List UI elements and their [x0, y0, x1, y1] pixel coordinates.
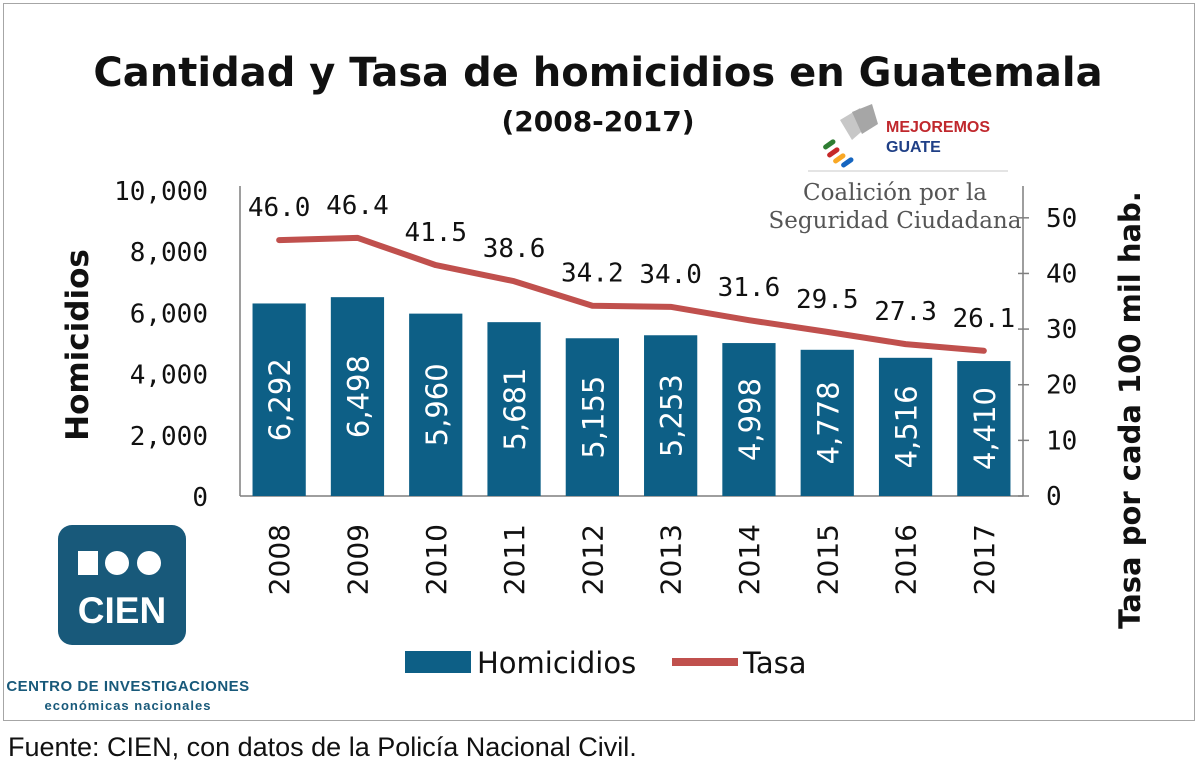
- cien-caption-line1: CENTRO DE INVESTIGACIONES: [6, 678, 249, 695]
- y2-tick-label: 20: [1046, 371, 1077, 401]
- y-tick-label: 0: [192, 483, 208, 513]
- tasa-value-label: 31.6: [718, 273, 781, 303]
- tasa-value-label: 29.5: [796, 285, 859, 315]
- x-tick-label: 2011: [498, 524, 531, 595]
- coalicion-line1: Coalición por la: [803, 180, 987, 206]
- x-tick-label: 2016: [890, 524, 923, 595]
- x-tick-label: 2012: [576, 524, 609, 595]
- tasa-line-series: [276, 234, 987, 354]
- y-tick-label: 4,000: [130, 361, 208, 391]
- x-tick-label: 2008: [263, 524, 296, 595]
- bar-2010: [409, 313, 463, 496]
- chart-title: Cantidad y Tasa de homicidios en Guatema…: [93, 50, 1102, 96]
- bar-2011: [487, 322, 541, 496]
- bar-2009: [330, 297, 385, 496]
- y2-tick-label: 10: [1046, 426, 1077, 456]
- bar-2016: [878, 357, 933, 496]
- bar-value-labels: 6,292 6,498 5,960 5,681 5,155 5,253 4,998 4,778…: [263, 355, 1002, 470]
- y-tick-label: 2,000: [130, 422, 208, 452]
- tasa-value-label: 38.6: [483, 234, 546, 264]
- bar-value-label: 5,253: [655, 374, 689, 457]
- bar-2017: [957, 361, 1011, 496]
- y2-tick-label: 40: [1046, 259, 1077, 289]
- y-tick-label: 6,000: [130, 299, 208, 329]
- bar-value-label: 4,410: [968, 387, 1002, 470]
- bar-value-label: 4,998: [733, 378, 767, 461]
- mejoremos-line1: MEJOREMOS: [886, 119, 990, 136]
- x-tick-label: 2013: [655, 524, 688, 595]
- x-tick-label: 2017: [968, 524, 1001, 595]
- tasa-value-label: 34.0: [639, 260, 702, 290]
- tasa-value-label: 27.3: [874, 297, 937, 327]
- cien-logo-text: CIEN: [78, 590, 166, 631]
- y2-axis-title: Tasa por cada 100 mil hab.: [1113, 191, 1147, 629]
- bar-value-label: 6,292: [263, 358, 297, 441]
- tasa-value-label: 46.0: [248, 193, 311, 223]
- bar-value-label: 5,155: [576, 376, 610, 459]
- x-axis-ticks: 2008 2009 2010 2011 2012 2013 2014 2015 2016 2017: [263, 524, 1001, 595]
- y-axis-ticks: 0 2,000 4,000 6,000 8,000 10,000: [114, 177, 208, 513]
- bar-value-label: 5,681: [498, 368, 532, 451]
- mejoremos-line2: GUATE: [886, 139, 941, 156]
- bar-2012: [565, 338, 619, 496]
- bar-value-label: 4,778: [811, 381, 845, 464]
- x-tick-label: 2015: [811, 524, 844, 595]
- bar-2008: [252, 303, 306, 496]
- legend: Homicidios Tasa: [405, 646, 807, 680]
- homicidios-bars: [252, 297, 1011, 496]
- y-axis-title: Homicidios: [60, 249, 96, 441]
- tasa-value-label: 34.2: [561, 259, 624, 289]
- legend-label-tasa: Tasa: [742, 646, 807, 680]
- tasa-value-label: 26.1: [953, 304, 1016, 334]
- bar-value-label: 4,516: [890, 385, 924, 468]
- bar-value-label: 6,498: [341, 355, 375, 438]
- bar-2013: [644, 335, 698, 496]
- hands-icon: [823, 104, 878, 168]
- bar-value-label: 5,960: [420, 363, 454, 446]
- bar-2014: [722, 343, 776, 496]
- legend-swatch-homicidios: [405, 651, 471, 673]
- legend-label-homicidios: Homicidios: [477, 646, 636, 680]
- y2-tick-label: 50: [1046, 204, 1077, 234]
- line-value-labels: 46.0 46.4 41.5 38.6 34.2 34.0 31.6 29.5 27.3 26.1: [248, 191, 1015, 334]
- x-tick-label: 2014: [733, 524, 766, 595]
- y2-tick-label: 0: [1046, 482, 1062, 512]
- tasa-value-label: 41.5: [404, 218, 467, 248]
- bar-2015: [800, 349, 854, 496]
- tasa-line: [276, 234, 987, 354]
- y2-axis-ticks: 0 10 20 30 40 50: [1018, 204, 1077, 512]
- y-tick-label: 10,000: [114, 177, 208, 207]
- x-tick-label: 2010: [420, 524, 453, 595]
- cien-logo: CIEN 100: [58, 525, 186, 645]
- y-tick-label: 8,000: [130, 238, 208, 268]
- tasa-value-label: 46.4: [326, 191, 389, 221]
- coalicion-line2: Seguridad Ciudadana: [769, 208, 1022, 234]
- source-footnote: Fuente: CIEN, con datos de la Policía Na…: [8, 732, 637, 762]
- cien-caption-line2: económicas nacionales: [45, 698, 212, 713]
- x-tick-label: 2009: [341, 524, 374, 595]
- chart-subtitle: (2008-2017): [501, 105, 694, 138]
- mejoremos-guate-logo: MEJOREMOS GUATE: [808, 104, 1008, 172]
- y2-tick-label: 30: [1046, 315, 1077, 345]
